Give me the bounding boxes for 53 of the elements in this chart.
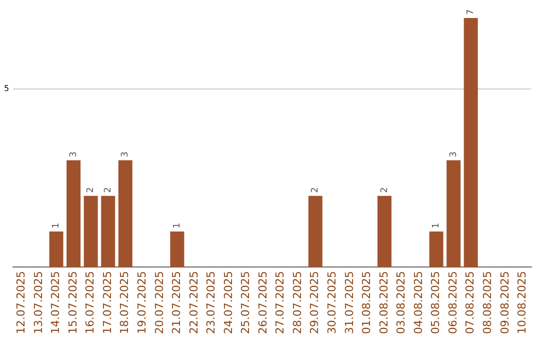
x-tick-label: 02.08.2025 [377, 271, 390, 334]
x-tick-label: 12.07.2025 [14, 271, 28, 334]
bar [446, 160, 461, 268]
x-tick-label: 04.08.2025 [412, 271, 425, 334]
x-tick-label: 01.08.2025 [360, 271, 374, 334]
x-tick-label: 08.08.2025 [480, 271, 494, 334]
data-label: 2 [103, 187, 114, 193]
y-tick-label: 5 [4, 84, 10, 94]
data-label: 2 [380, 187, 390, 193]
x-tick-label: 06.08.2025 [446, 271, 460, 334]
x-tick-label: 16.07.2025 [84, 271, 97, 334]
x-tick-label: 30.07.2025 [326, 271, 339, 334]
data-label: 1 [52, 222, 62, 228]
bar [377, 196, 392, 268]
x-tick-label: 26.07.2025 [256, 271, 270, 334]
bar [429, 231, 444, 268]
bar [464, 18, 478, 268]
x-tick-label: 29.07.2025 [308, 271, 322, 334]
bar [84, 196, 98, 268]
bar [170, 231, 184, 268]
bar [101, 196, 116, 268]
data-label: 3 [68, 152, 79, 158]
x-tick-label: 23.07.2025 [204, 271, 218, 334]
data-label: 2 [86, 187, 96, 193]
x-tick-label: 18.07.2025 [118, 271, 132, 334]
data-label: 1 [432, 222, 442, 228]
x-tick-label: 27.07.2025 [274, 271, 287, 334]
x-tick-label: 03.08.2025 [394, 271, 408, 334]
data-label: 7 [466, 9, 476, 15]
x-tick-label: 20.07.2025 [152, 271, 166, 334]
x-tick-label: 21.07.2025 [170, 271, 184, 334]
x-tick-label: 14.07.2025 [49, 271, 62, 334]
data-label: 1 [172, 222, 183, 228]
bar [49, 231, 64, 268]
x-tick-label: 07.08.2025 [464, 271, 477, 334]
x-tick-label: 31.07.2025 [342, 271, 356, 334]
x-tick-label: 15.07.2025 [66, 271, 80, 334]
data-label: 2 [310, 187, 321, 193]
x-tick-label: 19.07.2025 [136, 271, 149, 334]
x-tick-label: 10.08.2025 [516, 271, 529, 334]
bar [308, 196, 322, 268]
bar [118, 160, 132, 268]
x-tick-label: 28.07.2025 [290, 271, 304, 334]
x-tick-label: 13.07.2025 [32, 271, 45, 334]
data-label: 3 [448, 152, 459, 158]
x-tick-label: 17.07.2025 [100, 271, 114, 334]
x-tick-label: 24.07.2025 [222, 271, 235, 334]
bar [66, 160, 81, 268]
x-tick-label: 25.07.2025 [239, 271, 252, 334]
x-tick-label: 05.08.2025 [429, 271, 442, 334]
data-label: 3 [120, 152, 131, 158]
x-tick-label: 09.08.2025 [498, 271, 512, 334]
x-tick-label: 22.07.2025 [187, 271, 200, 334]
